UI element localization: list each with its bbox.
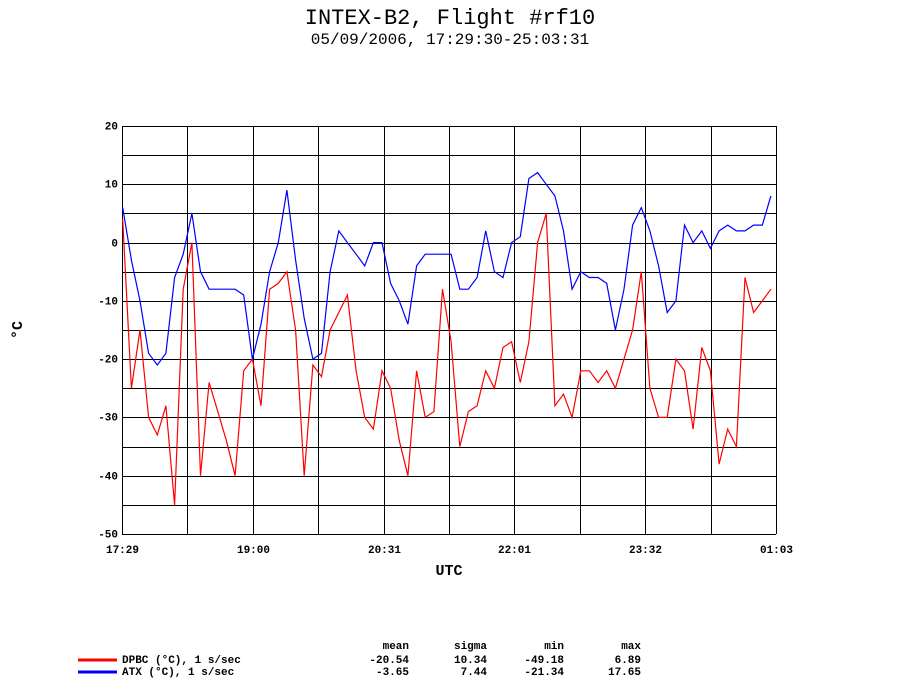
x-tick-label: 22:01 <box>498 545 531 557</box>
stats-value: 10.34 <box>454 655 487 667</box>
y-tick-label: 0 <box>111 238 118 250</box>
y-axis-label: °C <box>10 321 27 339</box>
stats-value: -21.34 <box>524 667 564 679</box>
legend-label: ATX (°C), 1 s/sec <box>122 667 234 679</box>
y-tick-label: 20 <box>105 121 118 133</box>
stats-value: 17.65 <box>608 667 641 679</box>
y-tick-label: -50 <box>98 529 118 541</box>
data-line <box>122 213 772 505</box>
stats-value: 6.89 <box>615 655 641 667</box>
y-tick-label: -30 <box>98 412 118 424</box>
stats-value: -3.65 <box>376 667 409 679</box>
stats-value: -49.18 <box>524 655 564 667</box>
stats-value: -20.54 <box>369 655 409 667</box>
data-line <box>122 171 772 367</box>
chart-subtitle: 05/09/2006, 17:29:30-25:03:31 <box>311 31 589 49</box>
stats-header: sigma <box>454 641 487 653</box>
chart-title: INTEX-B2, Flight #rf10 <box>305 6 595 31</box>
x-tick-label: 23:32 <box>629 545 662 557</box>
stats-header: min <box>544 641 564 653</box>
y-tick-label: -40 <box>98 471 118 483</box>
x-tick-label: 19:00 <box>237 545 270 557</box>
y-tick-label: -20 <box>98 354 118 366</box>
x-axis-label: UTC <box>435 563 462 580</box>
stats-header: max <box>621 641 641 653</box>
x-tick-label: 17:29 <box>106 545 139 557</box>
stats-header: mean <box>383 641 409 653</box>
x-tick-label: 01:03 <box>760 545 793 557</box>
y-tick-label: 10 <box>105 179 118 191</box>
stats-value: 7.44 <box>461 667 488 679</box>
y-tick-label: -10 <box>98 296 118 308</box>
legend-label: DPBC (°C), 1 s/sec <box>122 655 241 667</box>
x-tick-label: 20:31 <box>368 545 401 557</box>
